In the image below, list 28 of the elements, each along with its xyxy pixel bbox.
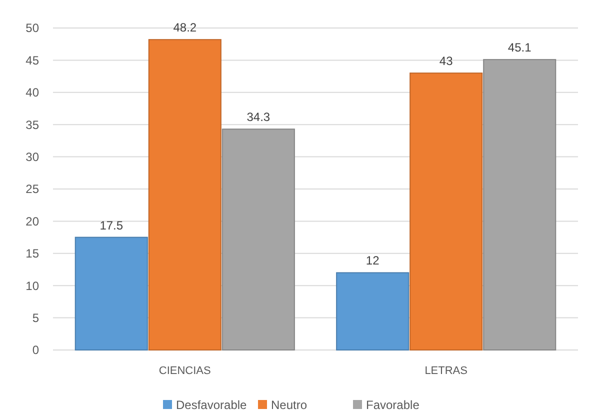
bar xyxy=(74,236,148,350)
y-tick-label: 45 xyxy=(26,53,40,68)
bar xyxy=(483,59,556,350)
legend-label: Favorable xyxy=(366,398,420,412)
y-tick-label: 10 xyxy=(26,278,40,293)
data-label: 12 xyxy=(366,254,380,268)
data-label: 34.3 xyxy=(246,110,270,124)
y-tick-label: 40 xyxy=(26,86,40,100)
legend-label: Desfavorable xyxy=(176,398,248,412)
y-tick-label: 25 xyxy=(26,182,40,196)
bar xyxy=(148,39,222,350)
data-label: 45.1 xyxy=(508,40,532,55)
y-tick-label: 50 xyxy=(26,21,40,36)
x-tick-label: LETRAS xyxy=(424,365,468,377)
y-tick-label: 5 xyxy=(32,311,40,325)
bar xyxy=(336,272,410,350)
y-tick-label: 35 xyxy=(26,118,40,132)
data-label: 48.2 xyxy=(173,20,197,35)
bar xyxy=(410,72,483,350)
y-tick-label: 15 xyxy=(26,246,40,261)
data-label: 17.5 xyxy=(100,218,124,232)
x-tick-label: CIENCIAS xyxy=(158,365,211,377)
y-tick-label: 20 xyxy=(26,214,40,228)
y-tick-label: 30 xyxy=(26,150,40,164)
y-tick-label: 0 xyxy=(32,343,40,358)
legend-label: Neutro xyxy=(271,398,308,412)
bar xyxy=(222,128,295,350)
data-label: 43 xyxy=(439,54,454,68)
